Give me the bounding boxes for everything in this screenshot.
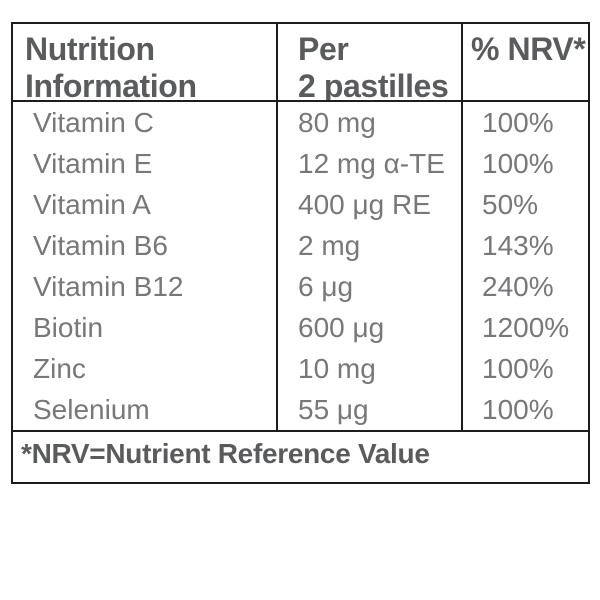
nutrient-nrv: 143% (482, 229, 554, 261)
nutrient-nrv: 1200% (482, 311, 570, 343)
header-nutrition-information: Nutrition Information (13, 24, 278, 100)
nutrient-amount: 55 μg (278, 389, 463, 430)
header-per-serving: Per 2 pastilles (278, 24, 463, 100)
nutrient-name: Vitamin B12 (13, 266, 278, 307)
nutrient-name: Selenium (13, 389, 278, 430)
nutrient-name: Vitamin C (13, 102, 278, 143)
nutrient-nrv: 100% (482, 147, 554, 179)
nutrient-nrv: 100% (482, 393, 554, 425)
nutrient-amount: 2 mg (278, 225, 463, 266)
nutrient-name: Vitamin B6 (13, 225, 278, 266)
nutrient-amount: 400 μg RE (278, 184, 463, 225)
nutrient-amount: 12 mg α-TE (278, 143, 463, 184)
nutrient-nrv: 50% (482, 188, 539, 220)
nutrient-nrv: 240% (482, 270, 554, 302)
nutrient-name: Vitamin A (13, 184, 278, 225)
nutrient-amount: 600 μg (278, 307, 463, 348)
nutrition-table: Nutrition Information Per 2 pastilles % … (11, 22, 590, 484)
nrv-footnote: *NRV=Nutrient Reference Value (21, 438, 430, 469)
table-body: Vitamin C 80 mg 100% Vitamin E 12 mg α-T… (13, 102, 588, 430)
table-header-row: Nutrition Information Per 2 pastilles % … (13, 24, 588, 102)
table-footer-row: *NRV=Nutrient Reference Value (13, 430, 588, 482)
nutrient-name: Vitamin E (13, 143, 278, 184)
nutrient-nrv: 100% (482, 106, 554, 138)
nutrient-amount: 80 mg (278, 102, 463, 143)
header-percent-nrv: % NRV* (471, 31, 586, 67)
nutrient-amount: 6 μg (278, 266, 463, 307)
nutrient-name: Biotin (13, 307, 278, 348)
nutrient-nrv: 100% (482, 352, 554, 384)
nutrient-name: Zinc (13, 348, 278, 389)
nutrient-amount: 10 mg (278, 348, 463, 389)
